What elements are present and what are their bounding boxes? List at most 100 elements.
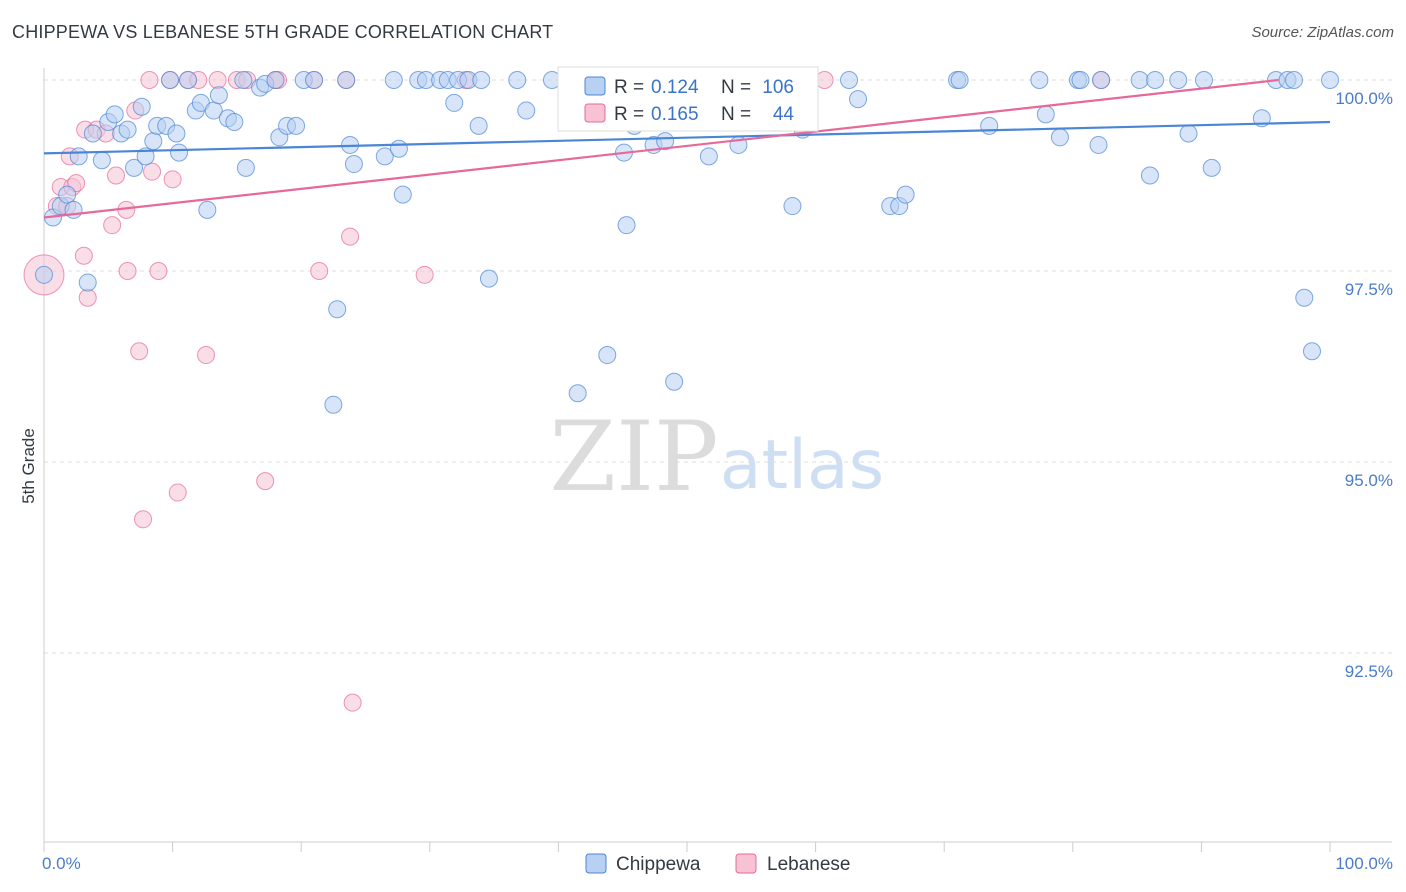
point-lebanese <box>143 162 162 181</box>
point-chippewa <box>479 269 498 288</box>
x-tick-label-right: 100.0% <box>1335 854 1393 873</box>
point-chippewa <box>1030 71 1049 89</box>
legend-bottom-label-chippewa: Chippewa <box>616 854 701 875</box>
trend-layer <box>43 78 1331 219</box>
point-lebanese <box>107 166 126 185</box>
point-chippewa <box>236 158 255 177</box>
point-chippewa <box>1302 342 1321 361</box>
x-tick-label-left: 0.0% <box>42 854 81 873</box>
legend-n-value-1: 106 <box>762 77 794 98</box>
point-lebanese <box>163 170 182 189</box>
legend-n-label-1: N = <box>721 77 751 98</box>
point-chippewa <box>384 71 403 89</box>
source-label: Source: ZipAtlas.com <box>1251 24 1394 41</box>
point-chippewa <box>472 71 491 89</box>
point-chippewa <box>1071 71 1090 89</box>
point-chippewa <box>375 147 394 166</box>
point-chippewa <box>344 155 363 174</box>
point-chippewa <box>840 71 859 89</box>
point-chippewa <box>980 116 999 135</box>
point-chippewa <box>1146 71 1165 89</box>
legend-stats: R = 0.124 N = 106 R = 0.165 N = 44 <box>557 66 819 132</box>
point-chippewa <box>144 132 163 151</box>
point-chippewa <box>1089 135 1108 154</box>
point-lebanese <box>130 342 149 361</box>
point-chippewa <box>517 101 536 120</box>
point-chippewa <box>1202 158 1221 177</box>
point-chippewa <box>1036 105 1055 124</box>
axes <box>43 68 1392 852</box>
point-chippewa <box>445 93 464 112</box>
point-chippewa <box>209 86 228 105</box>
point-chippewa <box>287 116 306 135</box>
y-tick-label: 92.5% <box>1345 662 1393 681</box>
point-lebanese <box>78 288 97 307</box>
point-chippewa <box>92 151 111 170</box>
point-chippewa <box>179 71 198 89</box>
point-chippewa <box>305 71 324 89</box>
legend-swatch-lebanese <box>584 103 606 123</box>
point-chippewa <box>699 147 718 166</box>
point-chippewa <box>170 143 189 162</box>
point-lebanese <box>140 71 159 89</box>
point-chippewa <box>132 97 151 116</box>
point-chippewa <box>1179 124 1198 143</box>
trend-line-lebanese <box>43 78 1279 219</box>
point-chippewa <box>389 139 408 158</box>
point-chippewa <box>598 346 617 365</box>
point-lebanese <box>256 472 275 491</box>
legend-r-value-2: 0.165 <box>651 104 699 125</box>
point-chippewa <box>35 265 53 284</box>
watermark: ZIP atlas <box>549 401 884 513</box>
point-lebanese <box>103 216 122 235</box>
trend-line-chippewa <box>43 120 1331 155</box>
point-chippewa <box>656 132 675 151</box>
point-chippewa <box>69 147 88 166</box>
point-chippewa <box>665 372 684 391</box>
point-lebanese <box>134 510 153 529</box>
point-lebanese <box>310 262 329 280</box>
point-lebanese <box>341 227 360 246</box>
point-chippewa <box>393 185 412 204</box>
point-chippewa <box>1169 71 1188 89</box>
point-chippewa <box>1321 71 1339 89</box>
point-lebanese <box>415 265 434 284</box>
point-chippewa <box>1295 288 1314 307</box>
point-chippewa <box>1252 109 1271 128</box>
point-chippewa <box>617 216 636 235</box>
legend-r-value-1: 0.124 <box>651 77 699 98</box>
y-tick-label: 97.5% <box>1345 280 1393 299</box>
point-chippewa <box>469 116 488 135</box>
point-chippewa <box>1140 166 1159 185</box>
point-chippewa <box>105 105 124 124</box>
point-lebanese <box>168 483 187 502</box>
legend-swatch-chippewa <box>584 76 606 96</box>
point-chippewa <box>266 71 285 89</box>
legend-bottom-swatch-chippewa <box>585 853 607 874</box>
point-chippewa <box>167 124 186 143</box>
points-layer <box>23 71 1339 712</box>
point-chippewa <box>1092 71 1111 89</box>
point-lebanese <box>118 262 137 280</box>
point-chippewa <box>1284 71 1303 89</box>
point-chippewa <box>783 197 802 216</box>
legend-n-label-2: N = <box>721 104 751 125</box>
chart-title: CHIPPEWA VS LEBANESE 5TH GRADE CORRELATI… <box>12 22 554 42</box>
point-chippewa <box>225 113 244 132</box>
point-lebanese <box>74 246 93 265</box>
point-chippewa <box>198 200 217 219</box>
watermark-zip: ZIP <box>549 401 718 513</box>
point-chippewa <box>136 147 155 166</box>
point-chippewa <box>896 185 915 204</box>
point-chippewa <box>328 300 347 319</box>
legend-bottom-label-lebanese: Lebanese <box>767 854 850 875</box>
y-tick-label: 95.0% <box>1345 471 1393 490</box>
point-lebanese <box>343 693 362 712</box>
point-chippewa <box>78 273 97 292</box>
legend-bottom-swatch-lebanese <box>735 853 757 874</box>
point-lebanese <box>208 71 227 89</box>
point-chippewa <box>161 71 180 89</box>
point-chippewa <box>568 384 587 403</box>
point-chippewa <box>1130 71 1149 89</box>
